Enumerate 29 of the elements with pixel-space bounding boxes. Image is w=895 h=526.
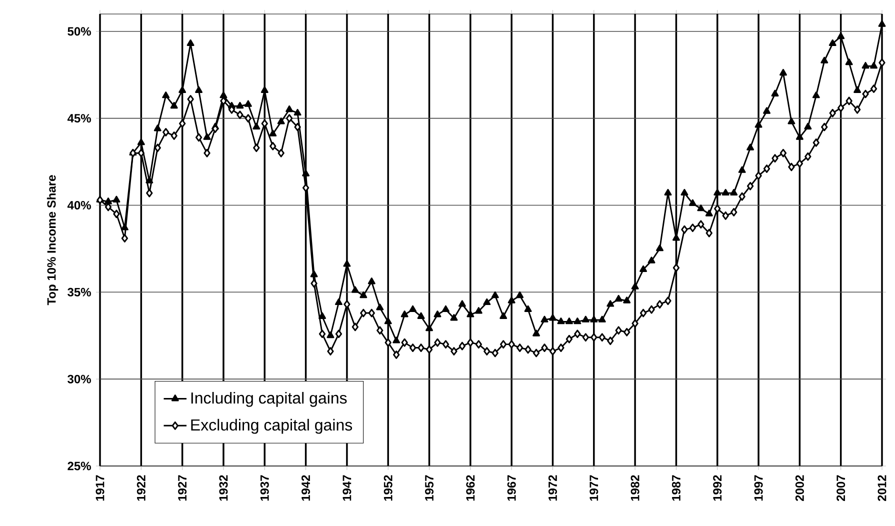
x-tick-label: 2002 xyxy=(795,475,804,501)
x-tick-label: 2007 xyxy=(836,475,846,501)
x-tick-label: 1922 xyxy=(136,475,146,501)
y-tick-label: 45% xyxy=(67,114,91,123)
x-tick-label: 1942 xyxy=(302,475,310,501)
y-tick-label: 40% xyxy=(67,200,91,210)
x-tick-label: 1982 xyxy=(630,475,640,501)
legend-label: Excluding capital gains xyxy=(191,418,352,434)
x-tick-label: 1972 xyxy=(548,475,557,501)
x-tick-label: 1992 xyxy=(713,475,722,501)
x-tick-label: 1927 xyxy=(178,475,187,501)
x-tick-label: 1937 xyxy=(260,475,269,501)
x-tick-label: 1987 xyxy=(672,475,680,501)
x-tick-label: 1997 xyxy=(754,475,763,501)
y-axis-title: Top 10% Income Share xyxy=(46,175,58,306)
x-tick-label: 2012 xyxy=(878,475,886,501)
y-tick-label: 30% xyxy=(68,374,91,384)
x-tick-label: 1917 xyxy=(96,475,104,501)
x-tick-label: 1952 xyxy=(384,475,392,501)
y-tick-label: 25% xyxy=(68,462,91,470)
x-tick-label: 1967 xyxy=(507,475,516,501)
y-tick-label: 35% xyxy=(68,288,91,296)
y-tick-label: 50% xyxy=(68,27,91,36)
x-tick-label: 1957 xyxy=(425,475,434,501)
x-tick-label: 1962 xyxy=(466,475,475,501)
x-tick-label: 1947 xyxy=(342,475,352,501)
legend-label: Including capital gains xyxy=(191,392,347,407)
x-tick-label: 1932 xyxy=(219,475,228,501)
x-tick-label: 1977 xyxy=(590,475,598,501)
